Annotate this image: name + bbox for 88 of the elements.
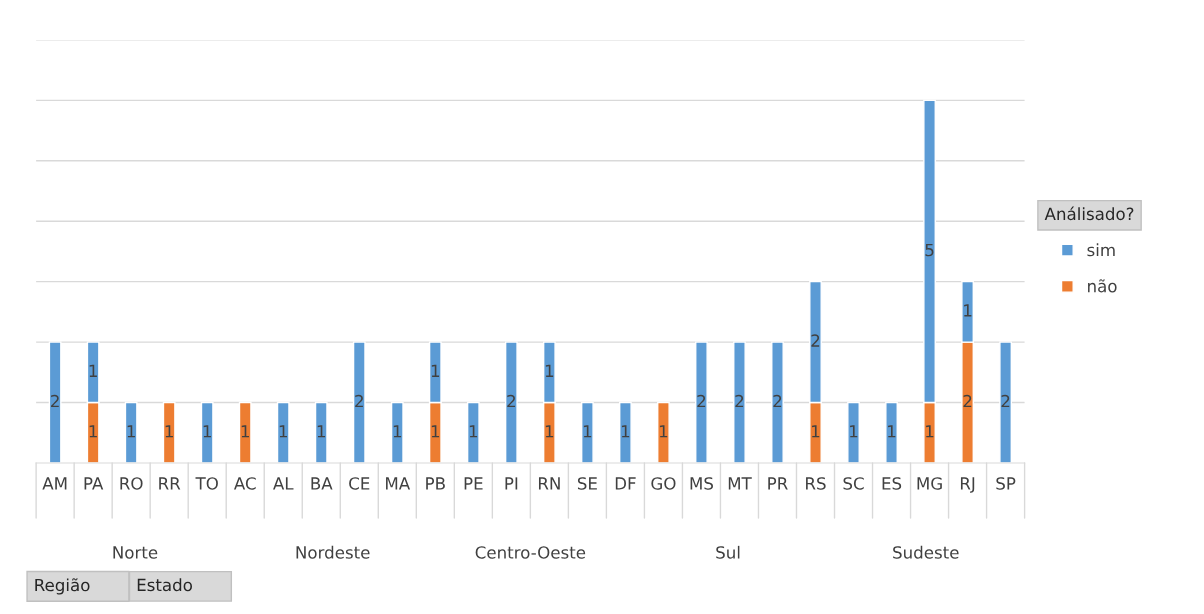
- data-label: 2: [773, 394, 782, 408]
- data-label: 1: [279, 425, 287, 438]
- data-label: 1: [431, 364, 440, 377]
- x-tick-label: DF: [615, 477, 636, 490]
- data-label: 2: [507, 394, 515, 408]
- x-tick-label: PI: [505, 477, 518, 490]
- x-tick-label: TO: [195, 477, 218, 490]
- x-tick-label: ES: [882, 477, 902, 490]
- x-tick-label: AL: [273, 477, 294, 490]
- bar: [124, 401, 138, 463]
- data-label: 1: [469, 425, 478, 438]
- x-tick-label: AC: [233, 477, 256, 490]
- x-tick-label: MG: [917, 477, 942, 490]
- data-label: 1: [621, 425, 630, 438]
- data-label: 2: [51, 394, 59, 408]
- bar: [885, 401, 898, 463]
- data-label: 1: [545, 364, 554, 377]
- data-label: 1: [89, 425, 97, 438]
- x-tick-label: MT: [728, 477, 752, 490]
- x-tick-label: PA: [84, 477, 104, 490]
- data-label: 1: [431, 425, 440, 438]
- bar: [200, 401, 214, 463]
- data-label: 2: [811, 334, 820, 347]
- x-tick-label: SC: [843, 477, 864, 490]
- text: Estado: [137, 578, 192, 592]
- x-tick-label: GO: [651, 477, 676, 490]
- data-label: 2: [697, 394, 706, 408]
- text: Norte: [113, 546, 158, 559]
- bar: [466, 401, 480, 463]
- data-label: 1: [203, 425, 211, 438]
- data-label: 2: [355, 394, 363, 408]
- bar: [352, 341, 366, 463]
- legend-label: não: [1088, 279, 1117, 293]
- bar: [580, 401, 594, 463]
- bar: [999, 341, 1012, 463]
- text: Sudeste: [893, 545, 959, 559]
- text: Sul: [716, 545, 740, 559]
- data-label: 1: [659, 425, 668, 438]
- bar: [390, 401, 404, 463]
- data-label: 2: [963, 394, 972, 408]
- data-label: 1: [926, 425, 934, 438]
- data-label: 1: [89, 364, 97, 377]
- data-label: 1: [165, 425, 173, 438]
- x-tick-label: CE: [349, 477, 370, 490]
- data-label: 2: [1001, 394, 1010, 408]
- data-label: 5: [925, 243, 934, 257]
- text: Nordeste: [296, 545, 370, 559]
- data-label: 1: [317, 425, 326, 438]
- x-tick-label: RR: [159, 477, 181, 490]
- bar: [771, 341, 784, 463]
- x-tick-label: PE: [464, 477, 483, 490]
- data-label: 1: [583, 425, 592, 438]
- x-tick-label: RJ: [960, 477, 975, 493]
- data-label: 1: [812, 425, 820, 438]
- x-tick-label: MA: [386, 477, 411, 490]
- x-tick-label: MS: [690, 477, 713, 490]
- bar: [619, 401, 632, 463]
- bar: [657, 401, 670, 463]
- data-label: 1: [127, 425, 135, 438]
- x-tick-label: RO: [120, 477, 143, 490]
- bar: [847, 401, 860, 463]
- data-label: 1: [964, 304, 972, 317]
- bar: [504, 341, 518, 463]
- text: Região: [35, 578, 90, 595]
- bar: [238, 401, 252, 463]
- legend-label: sim: [1087, 243, 1115, 257]
- data-label: 1: [393, 425, 402, 438]
- legend-title: Análisado?: [1044, 206, 1134, 221]
- bar: [695, 341, 708, 463]
- x-tick-label: PR: [768, 477, 788, 490]
- x-tick-label: BA: [311, 477, 333, 490]
- data-label: 1: [850, 425, 858, 438]
- x-tick-label: PB: [426, 477, 445, 490]
- x-tick-label: AM: [42, 477, 67, 490]
- x-tick-label: SP: [996, 477, 1016, 490]
- bar: [733, 341, 746, 463]
- bar: [276, 401, 290, 463]
- x-tick-label: RN: [538, 477, 560, 490]
- data-label: 1: [545, 425, 554, 438]
- bar: [48, 341, 62, 463]
- bar: [314, 401, 328, 463]
- data-label: 1: [241, 425, 249, 438]
- text: Centro-Oeste: [475, 546, 586, 559]
- data-label: 2: [735, 394, 744, 408]
- bar: [162, 401, 176, 463]
- x-tick-label: RS: [806, 477, 826, 490]
- data-label: 1: [888, 425, 896, 438]
- x-tick-label: SE: [577, 477, 597, 490]
